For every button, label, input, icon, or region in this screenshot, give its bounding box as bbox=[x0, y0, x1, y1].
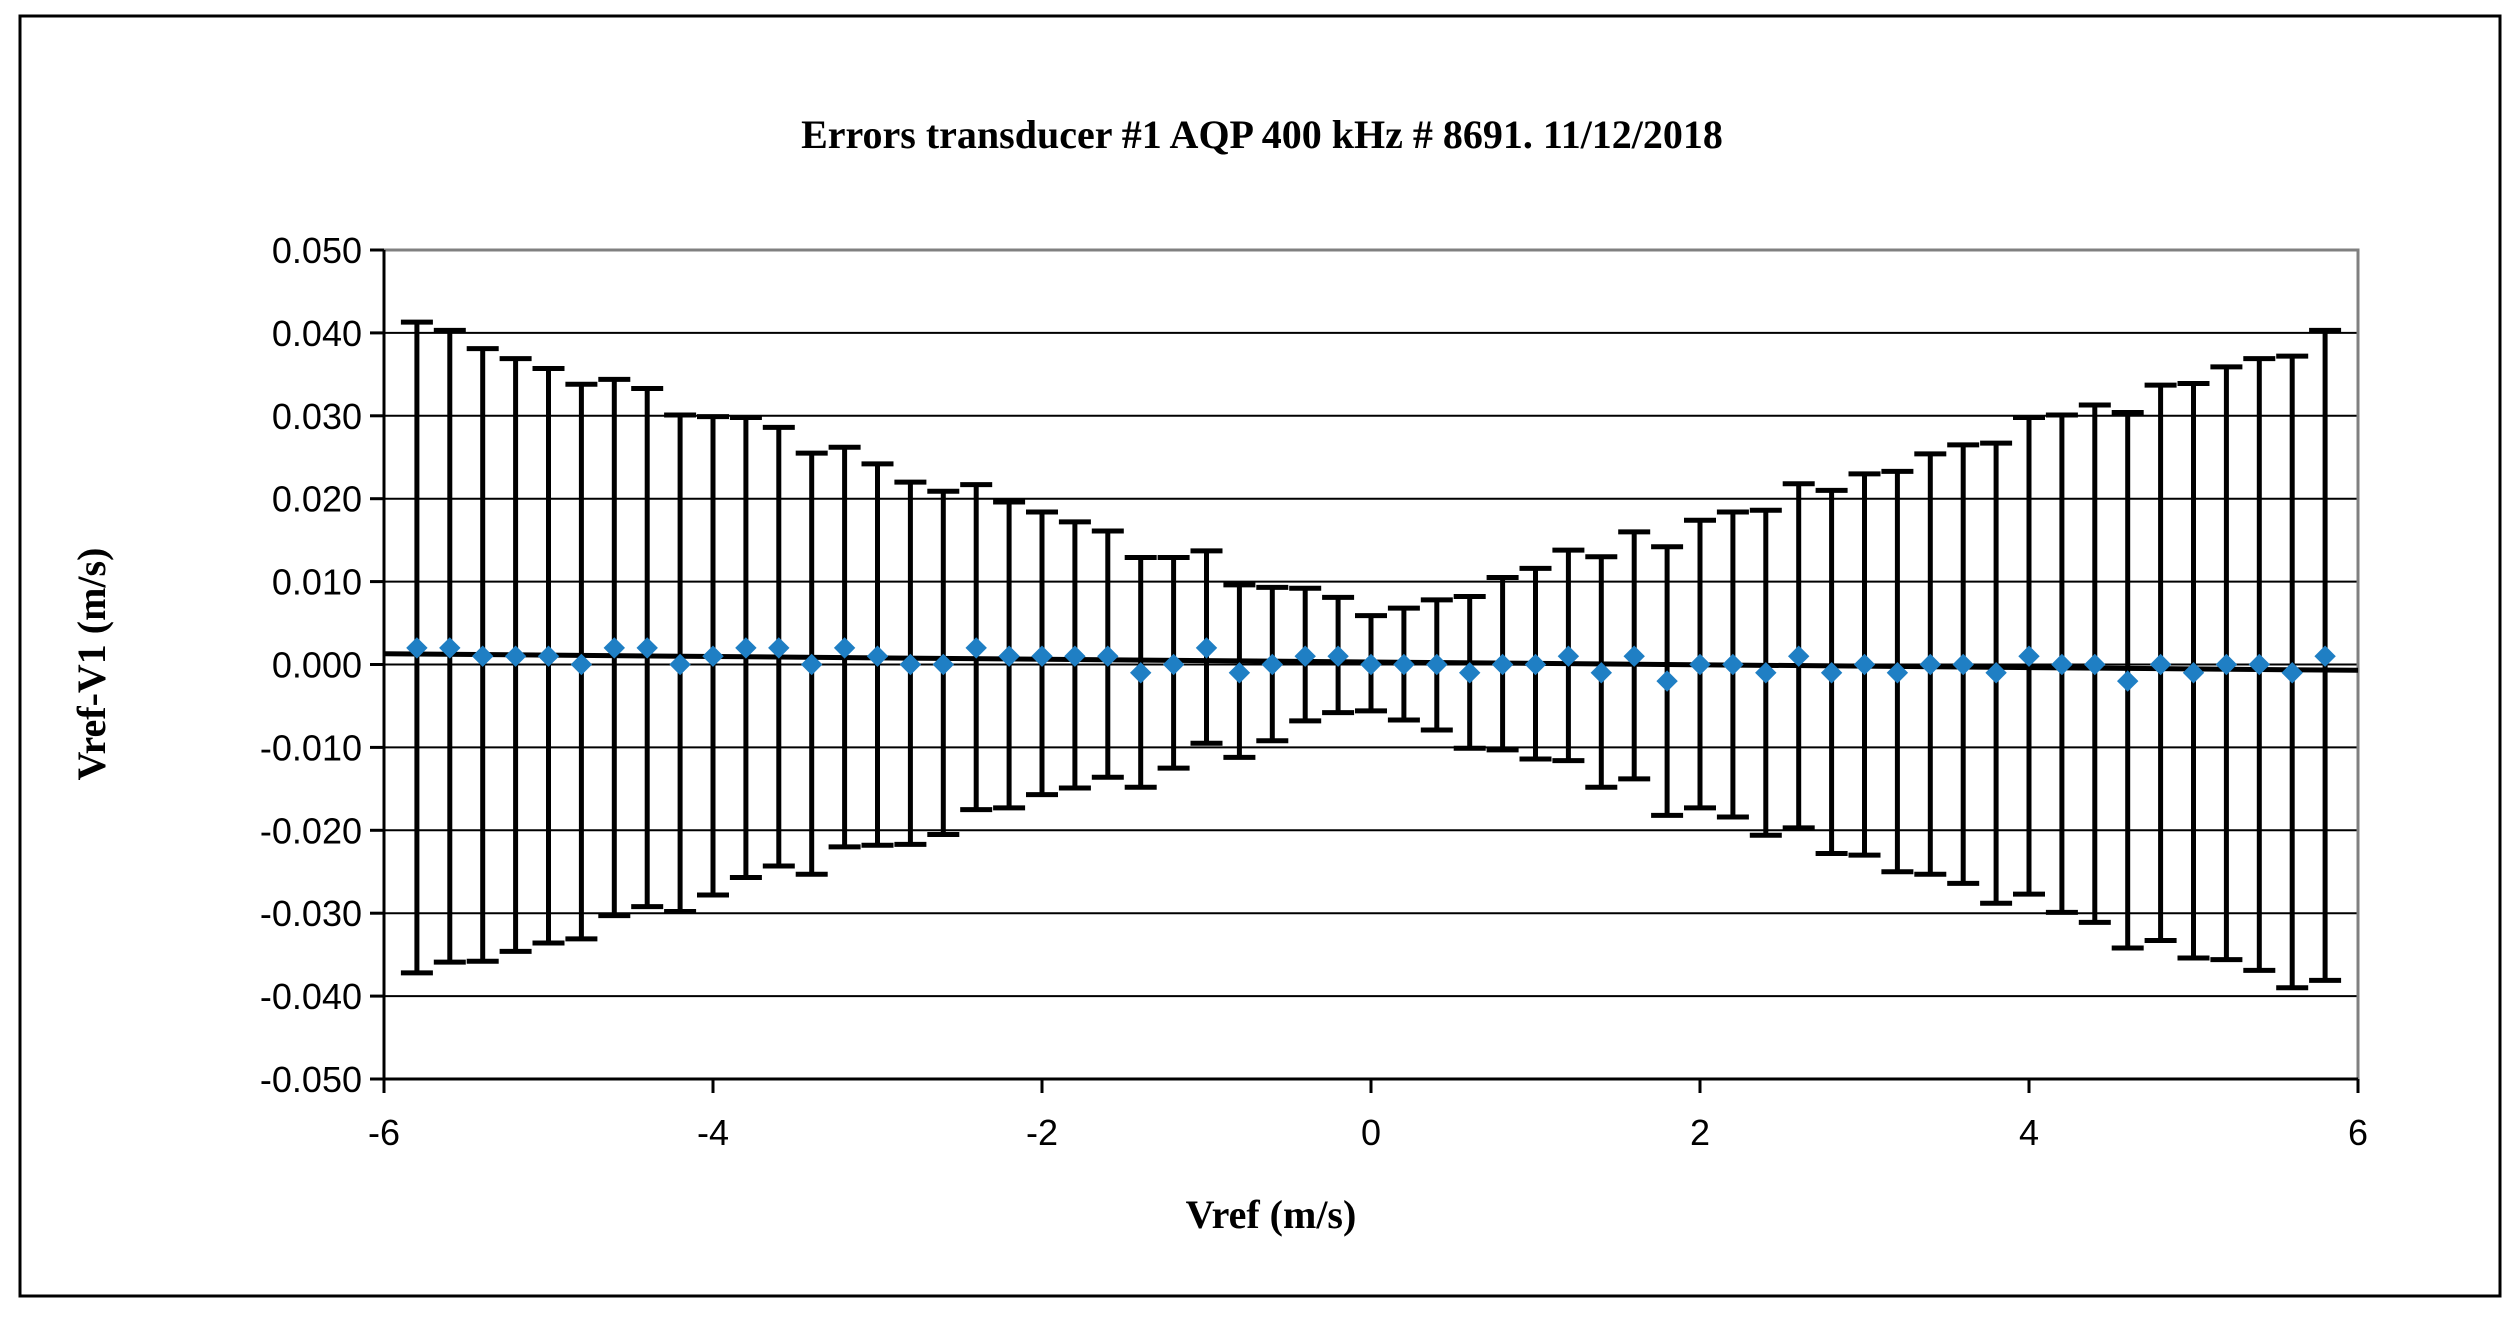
y-tick-label: 0.000 bbox=[272, 645, 362, 686]
y-tick-label: 0.050 bbox=[272, 230, 362, 271]
data-point bbox=[1458, 662, 1481, 684]
y-tick-label: 0.030 bbox=[272, 396, 362, 437]
data-point bbox=[504, 645, 527, 667]
data-point bbox=[2182, 662, 2205, 684]
data-point bbox=[603, 637, 626, 659]
data-point bbox=[1129, 662, 1152, 684]
data-point bbox=[2051, 653, 2073, 676]
data-point bbox=[439, 637, 461, 659]
y-tick-label: -0.050 bbox=[260, 1059, 362, 1100]
y-axis-label: Vref-V1 (m/s) bbox=[69, 548, 114, 781]
data-point bbox=[636, 637, 658, 659]
x-tick-label: 4 bbox=[2019, 1112, 2039, 1153]
y-tick-label: -0.040 bbox=[260, 976, 362, 1017]
data-point bbox=[1064, 645, 1086, 667]
y-tick-label: 0.040 bbox=[272, 313, 362, 354]
data-point bbox=[965, 637, 987, 659]
data-point bbox=[1820, 662, 1843, 684]
data-point bbox=[1228, 662, 1251, 684]
data-point bbox=[570, 653, 593, 676]
y-tick-label: 0.010 bbox=[272, 562, 362, 603]
x-axis-label: Vref (m/s) bbox=[1186, 1192, 1357, 1237]
data-point bbox=[833, 637, 856, 659]
x-tick-label: 2 bbox=[1690, 1112, 1710, 1153]
data-point bbox=[1162, 653, 1185, 676]
chart-border bbox=[18, 14, 2502, 1298]
data-point bbox=[1952, 653, 1974, 676]
data-point bbox=[1886, 662, 1909, 684]
data-point bbox=[1524, 653, 1547, 676]
data-point bbox=[1097, 645, 1119, 667]
data-point bbox=[1656, 670, 1678, 692]
data-point bbox=[1294, 645, 1316, 667]
x-tick-label: 0 bbox=[1361, 1112, 1381, 1153]
data-point bbox=[1787, 645, 1810, 667]
data-point bbox=[1491, 653, 1514, 676]
data-point bbox=[1623, 645, 1645, 667]
data-point bbox=[1985, 662, 2007, 684]
x-tick-label: -2 bbox=[1026, 1112, 1058, 1153]
x-tick-label: 6 bbox=[2348, 1112, 2368, 1153]
x-tick-label: -4 bbox=[697, 1112, 729, 1153]
data-point bbox=[1919, 653, 1942, 676]
data-point bbox=[1360, 653, 1382, 676]
data-point bbox=[1722, 653, 1744, 676]
data-point bbox=[537, 645, 560, 667]
data-point bbox=[899, 653, 922, 676]
data-point bbox=[866, 645, 889, 667]
data-point bbox=[1426, 653, 1448, 676]
data-point bbox=[2084, 653, 2106, 676]
data-point bbox=[1261, 653, 1284, 676]
data-point bbox=[1755, 662, 1777, 684]
data-point bbox=[932, 653, 955, 676]
data-point bbox=[406, 637, 428, 659]
data-points bbox=[406, 637, 2336, 692]
data-point bbox=[1853, 653, 1876, 676]
data-point bbox=[2314, 645, 2336, 667]
data-point bbox=[800, 653, 823, 676]
data-point bbox=[669, 653, 691, 676]
y-tick-label: 0.020 bbox=[272, 479, 362, 520]
data-point bbox=[2248, 653, 2271, 676]
data-point bbox=[1590, 662, 1613, 684]
y-tick-label: -0.030 bbox=[260, 893, 362, 934]
x-tick-label: -6 bbox=[368, 1112, 400, 1153]
data-point bbox=[1195, 637, 1218, 659]
y-axis-tick-labels: 0.050 0.040 0.030 0.020 0.010 0.000 -0.010 -0.0… bbox=[260, 230, 362, 1100]
axes bbox=[370, 248, 2360, 1093]
y-tick-label: -0.020 bbox=[260, 810, 362, 851]
data-point bbox=[998, 645, 1020, 667]
chart-title: Errors transducer #1 AQP 400 kHz # 8691.… bbox=[801, 112, 1723, 157]
x-axis-tick-labels: -6 -4 -2 0 2 4 6 bbox=[368, 1112, 2368, 1153]
data-point bbox=[1393, 653, 1415, 676]
data-point bbox=[2018, 645, 2040, 667]
data-point bbox=[1689, 653, 1711, 676]
data-point bbox=[768, 637, 790, 659]
data-point bbox=[702, 645, 724, 667]
data-point bbox=[2281, 662, 2303, 684]
data-point bbox=[1557, 645, 1580, 667]
data-point bbox=[2149, 653, 2172, 676]
data-point bbox=[2215, 653, 2238, 676]
data-point bbox=[1031, 645, 1053, 667]
data-point bbox=[471, 645, 494, 667]
data-point bbox=[1327, 645, 1349, 667]
y-tick-label: -0.010 bbox=[260, 727, 362, 768]
data-point bbox=[2116, 670, 2139, 692]
data-point bbox=[735, 637, 757, 659]
